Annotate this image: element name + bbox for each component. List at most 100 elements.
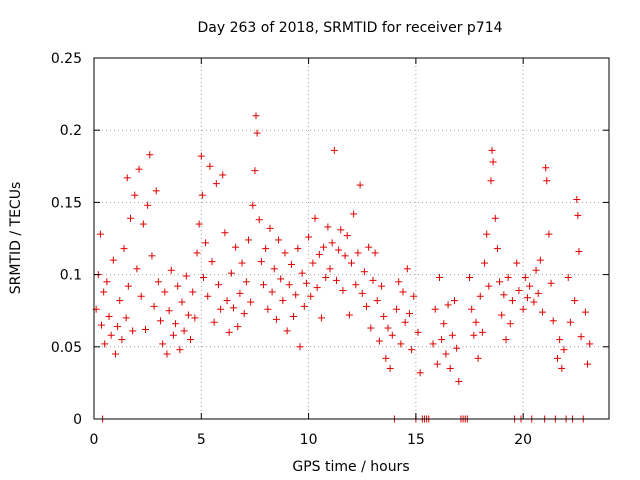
data-point: [227, 269, 235, 277]
data-point: [187, 336, 195, 344]
data-point: [176, 346, 184, 354]
data-point: [252, 112, 260, 120]
data-point: [236, 289, 244, 297]
data-point: [410, 292, 418, 300]
data-point: [538, 308, 546, 316]
data-point: [101, 340, 109, 348]
data-point: [487, 177, 495, 185]
data-point: [302, 279, 310, 287]
data-point: [575, 247, 583, 255]
data-point: [172, 320, 180, 328]
data-point: [198, 191, 206, 199]
data-point: [523, 294, 531, 302]
data-point: [223, 297, 231, 305]
x-tick-label: 0: [90, 432, 99, 448]
data-point: [142, 325, 149, 333]
data-point: [534, 289, 542, 297]
data-point: [225, 328, 233, 336]
data-point: [262, 245, 270, 253]
data-point: [245, 236, 252, 244]
data-point: [339, 286, 347, 294]
data-point: [345, 311, 353, 319]
x-tick-label: 15: [407, 432, 425, 448]
data-point: [165, 307, 173, 315]
data-point: [182, 272, 190, 280]
data-point: [545, 230, 553, 238]
data-point: [451, 297, 458, 305]
data-point: [476, 292, 484, 300]
y-tick-label: 0.25: [51, 51, 82, 67]
data-point: [232, 243, 240, 251]
data-point: [167, 266, 175, 274]
data-point: [120, 245, 128, 253]
x-axis-label: GPS time / hours: [292, 459, 409, 475]
data-point: [566, 318, 574, 326]
data-point: [247, 298, 255, 306]
data-point: [202, 239, 210, 247]
plot-frame: [93, 57, 610, 420]
data-point: [358, 289, 366, 297]
data-point: [496, 278, 504, 286]
data-point: [502, 336, 510, 344]
data-point: [313, 284, 321, 292]
data-point: [584, 360, 592, 368]
data-point: [369, 276, 377, 284]
data-point: [139, 220, 147, 228]
data-point: [371, 249, 379, 257]
data-point: [554, 354, 561, 362]
data-point: [373, 297, 381, 305]
data-point: [356, 181, 364, 189]
data-point: [380, 312, 388, 320]
data-point: [118, 336, 126, 344]
data-point: [393, 305, 401, 313]
data-point: [491, 214, 499, 222]
data-point: [98, 321, 106, 329]
data-point: [375, 337, 383, 345]
data-point: [405, 310, 413, 318]
data-point: [341, 252, 349, 260]
data-point: [365, 243, 373, 251]
data-point: [416, 369, 424, 377]
data-point: [131, 191, 139, 199]
data-point: [573, 196, 581, 204]
data-point: [429, 340, 437, 348]
data-point: [521, 273, 529, 281]
data-point: [122, 314, 130, 322]
y-tick-label: 0.2: [60, 123, 82, 139]
data-point: [574, 211, 582, 219]
data-point: [135, 165, 143, 173]
data-point: [352, 281, 360, 289]
data-point: [221, 229, 229, 237]
data-point: [210, 318, 218, 326]
data-point: [472, 318, 480, 326]
data-point: [242, 278, 250, 286]
data-point: [307, 292, 315, 300]
y-tick-label: 0.1: [60, 268, 82, 284]
data-point: [204, 292, 212, 300]
data-point: [328, 239, 336, 247]
data-point: [453, 344, 461, 352]
y-tick-label: 0.05: [51, 340, 82, 356]
y-tick-label: 0: [73, 412, 82, 428]
data-point: [438, 336, 446, 344]
data-point: [195, 220, 203, 228]
data-point: [343, 232, 351, 240]
data-point: [558, 364, 566, 372]
data-point: [384, 324, 392, 332]
data-point: [148, 252, 156, 260]
data-point: [279, 297, 287, 305]
data-point: [193, 249, 201, 257]
data-point: [111, 350, 119, 358]
data-point: [378, 282, 386, 290]
data-point: [197, 152, 205, 160]
data-point: [395, 278, 403, 286]
data-point: [219, 171, 227, 179]
data-point: [124, 282, 132, 290]
data-point: [123, 174, 131, 182]
data-point: [382, 354, 390, 362]
data-point: [189, 288, 197, 296]
data-point: [543, 177, 551, 185]
data-point: [146, 151, 154, 159]
data-point: [268, 288, 276, 296]
data-point: [397, 340, 405, 348]
